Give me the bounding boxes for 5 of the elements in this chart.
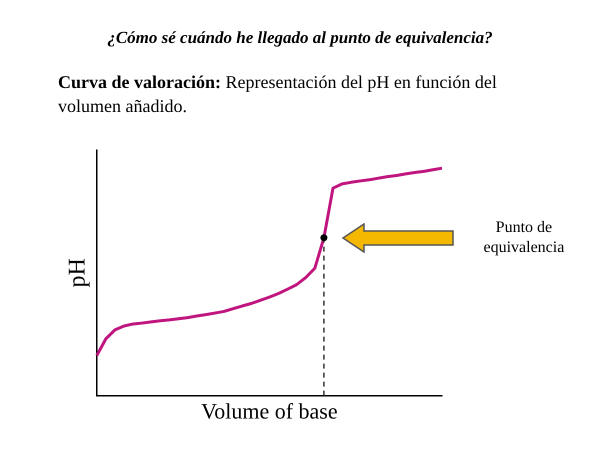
text: Punto de equivalencia (483, 218, 564, 256)
text: Curva de valoración: Representación del pH en función del volumen añadido. (58, 72, 497, 116)
y-axis-title: pH (64, 258, 91, 288)
chart-title: ¿Cómo sé cuándo he llegado al punto de equivalencia? (106, 28, 494, 48)
x-axis-title: Volume of base (201, 398, 338, 424)
